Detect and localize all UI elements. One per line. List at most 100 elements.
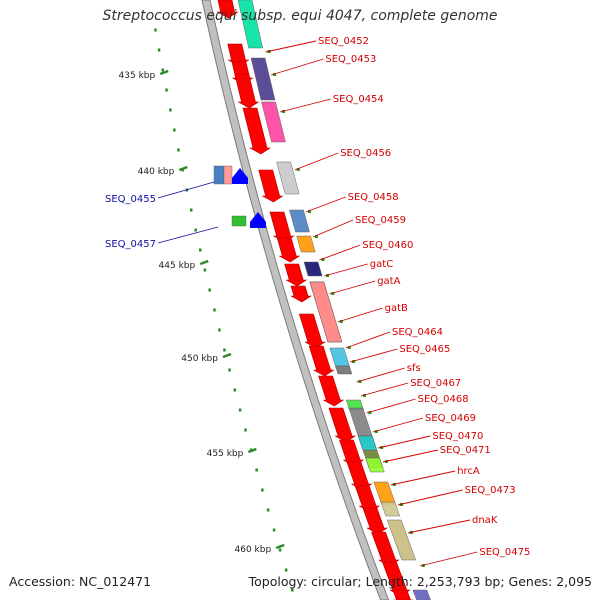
ruler-tick-mark [199,259,209,266]
ruler-tick-mark [222,352,232,359]
gene-arrow [284,263,308,287]
label-leader-line [419,551,478,567]
gene-feature-box [223,165,233,185]
ruler-tick-label: 460 kbp [235,545,272,555]
ruler-dot [244,428,247,432]
ruler-dot [161,68,164,72]
label-leader-line [390,470,456,486]
accession-text: Accession: NC_012471 [9,574,152,589]
gene-label: SEQ_0460 [362,240,413,251]
gene-feature-box [237,0,264,49]
label-leader-line [337,307,383,323]
gene-feature-box [231,215,247,227]
gene-label: SEQ_0471 [440,445,491,456]
ruler-dot [203,268,207,272]
ruler-dot [233,388,237,392]
label-leader-line [279,98,331,113]
ruler-dot [228,368,231,372]
gene-arrow [362,507,389,535]
gene-label: sfs [407,363,421,374]
ruler-dot [223,348,226,352]
ruler-dot [199,248,202,252]
gene-arrow [298,313,326,349]
orf-dot [368,411,372,414]
ruler-dot [169,108,172,112]
gene-label: SEQ_0457 [105,239,156,250]
gene-label: SEQ_0453 [325,54,376,65]
gene-label: SEQ_0468 [418,394,469,405]
ruler-tick-mark [178,165,188,172]
ruler-dot [261,488,264,492]
label-leader-line [270,58,324,76]
label-leader-line [319,244,361,261]
gene-arrow [242,107,272,155]
gene-feature-box [296,235,316,253]
backbone-band [201,0,390,600]
gene-arrow [258,169,284,203]
gene-label: SEQ_0469 [425,413,476,424]
orf-dot [358,380,362,383]
ruler-dot [284,568,288,572]
label-leader-line [157,226,219,244]
label-leader-line [350,348,398,363]
ruler-dot [208,288,211,292]
gene-label: SEQ_0473 [465,485,516,496]
gene-arrow [216,0,239,19]
label-leader-line [345,331,391,349]
orf-dot [339,320,343,323]
ruler-dot [173,128,176,132]
reverse-gene-arrow [232,168,248,184]
label-leader-line [382,449,438,463]
gene-feature-box [412,589,431,600]
gene-feature-box [303,261,323,277]
ruler-tick-label: 455 kbp [207,449,244,459]
orf-dot [314,235,318,238]
gene-feature-box [365,457,385,473]
ruler-dot [278,548,282,552]
ruler-ticks: 435 kbp 440 kbp 445 kbp 450 kbp 455 kbp 460 k… [119,69,285,555]
ruler-dot [177,148,180,152]
gene-label: SEQ_0465 [399,344,450,355]
gene-feature-box [213,165,225,185]
ruler-tick-label: 440 kbp [138,167,175,177]
label-leader-line [312,219,354,238]
ruler-tick-label: 435 kbp [119,71,156,81]
ruler-dot [165,88,168,92]
gene-arrow [328,407,357,443]
label-leader-line [407,519,471,534]
ruler-dot [154,28,157,32]
label-leader-line [372,417,424,433]
ruler-tick-mark [275,543,285,550]
gene-arrow [392,589,414,600]
ruler-dot [157,48,161,52]
gene-feature-box [373,481,396,505]
gene-label: dnaK [472,515,498,526]
ruler-tick-mark [159,69,169,76]
gene-features [213,0,431,600]
orf-dot [347,346,351,349]
ruler-tick-mark [247,447,257,454]
gene-label: SEQ_0452 [318,36,369,47]
gene-arrow [308,345,335,377]
ruler-dot [194,228,197,232]
gene-label: SEQ_0470 [432,431,483,442]
gene-arrow [269,211,295,243]
ruler-dot [266,508,270,512]
ruler-dot [218,328,221,332]
ruler-dot [291,588,294,592]
gene-feature-box [289,209,310,233]
ruler-dot [213,308,216,312]
gene-label: gatB [385,303,408,314]
gene-label: SEQ_0458 [348,192,399,203]
orf-dot [296,168,300,171]
gene-feature-box [309,281,343,343]
gene-arrow [290,285,312,303]
gene-arrow [234,73,260,109]
gene-label: gatA [377,276,400,287]
gene-feature-box [276,161,300,195]
gene-label: SEQ_0475 [479,547,530,558]
ruler-tick-label: 450 kbp [181,354,218,364]
ruler-dots [154,28,294,592]
label-leader-line [157,181,215,199]
gene-feature-box [357,435,378,451]
